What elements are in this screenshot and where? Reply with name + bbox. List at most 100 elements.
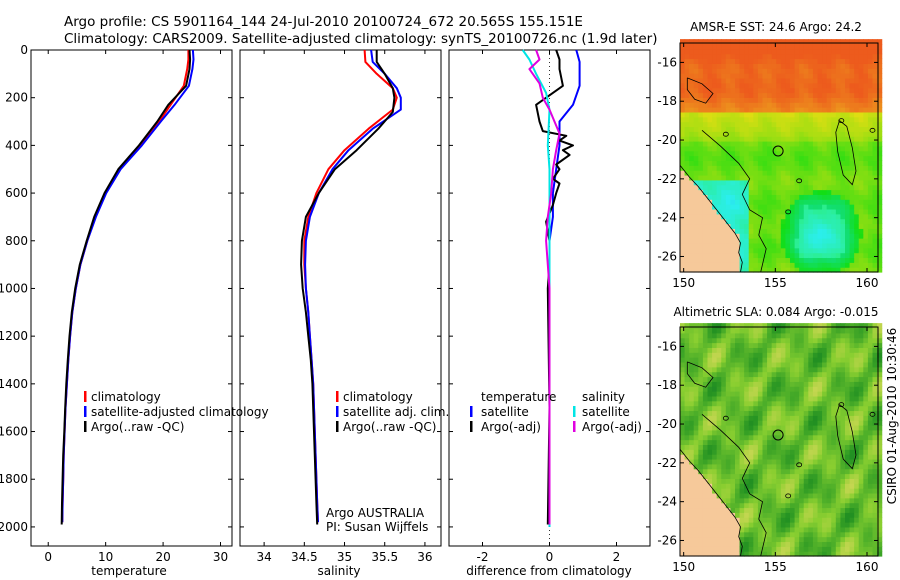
map-cell: [845, 517, 851, 523]
map-cell: [776, 395, 782, 402]
map-cell: [877, 257, 883, 263]
map-cell: [684, 199, 690, 205]
map-cell: [735, 170, 741, 176]
map-cell: [803, 165, 809, 171]
map-cell: [854, 58, 860, 64]
map-cell: [831, 410, 837, 416]
map-cell: [780, 463, 787, 470]
map-cell: [748, 541, 754, 547]
map-cell: [716, 381, 722, 387]
argo-float-marker: [772, 145, 784, 157]
map-cell: [867, 473, 874, 479]
map-cell: [680, 208, 686, 215]
map-cell: [780, 116, 787, 123]
map-cell: [757, 160, 764, 166]
map-cell: [735, 87, 741, 94]
map-cell: [748, 517, 754, 523]
map-cell: [790, 223, 796, 229]
map-cell: [712, 381, 718, 387]
map-cell: [867, 536, 874, 543]
map-cell: [744, 526, 750, 533]
map-cell: [854, 439, 860, 446]
map-cell: [744, 155, 750, 162]
map-cell: [799, 488, 805, 494]
map-cell: [785, 551, 791, 557]
map-cell: [858, 502, 864, 509]
map-cell: [780, 97, 787, 103]
map-cell: [785, 478, 791, 484]
map-cell: [776, 82, 782, 89]
map-cell: [762, 267, 768, 273]
map-cell: [858, 102, 864, 108]
map-cell: [684, 352, 690, 358]
map-cell: [716, 213, 722, 220]
map-cell: [780, 145, 787, 152]
map-cell: [721, 150, 727, 157]
map-cell: [762, 410, 768, 416]
map-cell: [753, 170, 759, 176]
map-cell: [845, 526, 851, 533]
map-cell: [826, 174, 832, 181]
map-cell: [771, 204, 777, 210]
map-cell: [835, 400, 842, 407]
map-cell: [867, 63, 874, 69]
map-cell: [794, 213, 800, 220]
map-cell: [776, 92, 782, 98]
map-cell: [803, 121, 809, 128]
map-cell: [735, 174, 741, 181]
map-cell: [684, 116, 690, 123]
map-cell: [721, 342, 727, 348]
map-cell: [730, 204, 736, 210]
lat-tick-label: -26: [657, 249, 677, 263]
map-cell: [716, 444, 722, 450]
map-cell: [826, 257, 832, 263]
map-cell: [803, 189, 809, 195]
map-cell: [689, 111, 695, 118]
map-cell: [725, 357, 732, 363]
map-cell: [767, 155, 773, 162]
map-cell: [867, 150, 874, 157]
map-cell: [744, 170, 750, 176]
map-cell: [817, 58, 823, 64]
map-cell: [840, 541, 846, 547]
map-cell: [712, 63, 718, 69]
map-cell: [689, 150, 695, 157]
map-cell: [716, 492, 722, 499]
map-cell: [799, 48, 805, 55]
map-cell: [794, 497, 800, 504]
map-cell: [716, 238, 722, 244]
map-cell: [835, 228, 842, 234]
map-cell: [863, 238, 869, 244]
map-cell: [822, 332, 828, 339]
map-cell: [840, 473, 846, 479]
map-cell: [730, 405, 736, 412]
map-cell: [753, 531, 759, 538]
map-cell: [794, 357, 800, 363]
map-cell: [748, 497, 754, 504]
map-cell: [707, 174, 713, 181]
map-cell: [725, 522, 732, 528]
map-cell: [707, 170, 713, 176]
map-cell: [721, 189, 727, 195]
map-cell: [716, 223, 722, 229]
map-cell: [863, 536, 869, 543]
map-cell: [693, 77, 699, 84]
map-cell: [712, 337, 718, 344]
map-cell: [840, 63, 846, 69]
map-cell: [854, 415, 860, 421]
map-cell: [707, 391, 713, 397]
map-cell: [716, 82, 722, 89]
map-cell: [776, 546, 782, 552]
sst-map-frame: [679, 42, 879, 273]
map-cell: [817, 238, 823, 244]
map-cell: [785, 352, 791, 358]
map-cell: [739, 102, 745, 108]
map-cell: [702, 400, 709, 407]
map-cell: [698, 357, 704, 363]
map-cell: [831, 252, 837, 259]
map-cell: [771, 179, 777, 186]
map-cell: [877, 478, 883, 484]
map-cell: [794, 155, 800, 162]
map-cell: [867, 58, 874, 64]
map-cell: [762, 68, 768, 74]
